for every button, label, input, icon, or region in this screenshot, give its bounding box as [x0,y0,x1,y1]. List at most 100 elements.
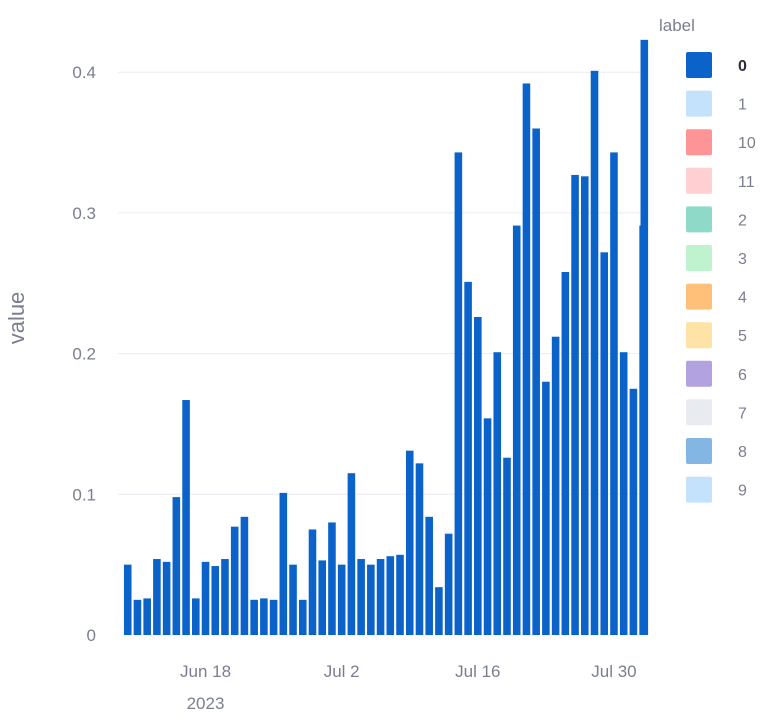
x-axis-ticks: Jun 18 2023 Jul 2 Jul 16 Jul 30 [180,662,637,713]
bar[interactable] [260,598,268,635]
bar[interactable] [444,533,453,635]
bar[interactable] [493,352,502,635]
bar[interactable] [425,516,433,635]
legend-label: 3 [738,251,747,268]
legend-swatch [686,283,712,310]
bar[interactable] [367,564,375,635]
bar[interactable] [376,559,385,635]
legend-swatch [686,167,712,194]
bar[interactable] [201,561,210,635]
bar[interactable] [454,152,463,635]
bar[interactable] [289,564,297,635]
bar[interactable] [405,450,414,635]
legend-swatch [686,360,712,387]
legend-swatch [686,245,712,271]
bar[interactable] [123,564,132,635]
bar[interactable] [133,599,142,635]
bar[interactable] [347,473,356,635]
legend-label: 4 [738,290,747,307]
legend-label: 0 [738,58,747,75]
legend-item-4[interactable]: 4 [686,283,747,310]
bar[interactable] [337,564,346,635]
bar[interactable] [143,598,151,635]
bar[interactable] [396,554,404,635]
bar[interactable] [172,497,181,635]
legend-item-1[interactable]: 1 [686,90,747,117]
legend-item-7[interactable]: 7 [686,399,747,426]
bar[interactable] [512,225,521,635]
y-tick-label: 0.3 [72,204,96,223]
bar[interactable] [464,281,472,635]
legend-swatch [686,438,712,464]
bar[interactable] [600,252,609,636]
legend-item-11[interactable]: 11 [686,167,755,194]
legend-swatch [686,476,712,503]
bar[interactable] [153,559,161,635]
bar[interactable] [240,516,249,635]
legend-title: label [659,16,695,35]
bar[interactable] [192,598,200,635]
legend-label: 5 [738,328,747,345]
legend-item-10[interactable]: 10 [686,129,756,156]
bar[interactable] [619,352,628,635]
bar[interactable] [580,176,589,636]
legend-label: 1 [738,97,747,114]
legend-item-6[interactable]: 6 [686,360,747,387]
y-tick-label: 0 [87,626,96,645]
legend-item-5[interactable]: 5 [686,322,747,349]
legend-label: 11 [738,174,755,191]
legend-swatch [686,399,712,426]
bar[interactable] [230,526,239,635]
bar[interactable] [610,152,618,635]
bar[interactable] [162,561,171,635]
bar[interactable] [629,388,638,635]
bar[interactable] [435,587,443,635]
legend-swatch [686,90,712,117]
bar[interactable] [211,566,220,635]
bar[interactable] [269,599,278,635]
legend-item-2[interactable]: 2 [686,206,747,233]
legend-item-8[interactable]: 8 [686,438,747,464]
bar[interactable] [474,317,482,635]
bar[interactable] [298,599,307,635]
legend-label: 8 [738,444,747,461]
y-axis-title: value [4,292,29,345]
bar[interactable] [551,336,560,635]
legend-item-0[interactable]: 0 [686,52,747,78]
bar[interactable] [279,492,288,635]
bar[interactable] [250,599,258,635]
legend-item-3[interactable]: 3 [686,245,747,271]
legend-label: 6 [738,367,747,384]
legend-swatch [686,52,712,78]
bar[interactable] [522,83,531,636]
legend-item-9[interactable]: 9 [686,476,747,503]
bar[interactable] [221,559,229,635]
bar[interactable] [182,400,190,635]
y-tick-label: 0.1 [72,485,96,504]
bar[interactable] [561,272,570,635]
bar[interactable] [308,529,317,635]
legend-label: 2 [738,212,747,229]
bar[interactable] [532,128,540,635]
bar[interactable] [357,559,365,635]
legend-swatch [686,129,712,156]
x-tick-label: Jul 2 [324,662,360,681]
bar[interactable] [318,560,327,635]
bar[interactable] [640,39,649,636]
bar[interactable] [328,522,336,635]
bar[interactable] [415,463,424,635]
bar[interactable] [542,381,550,635]
x-tick-label: Jun 18 [180,662,231,681]
legend-label: 7 [738,405,747,422]
bar[interactable] [571,174,579,635]
bar[interactable] [386,556,395,635]
x-tick-sublabel: 2023 [187,694,225,713]
x-tick-label: Jul 30 [591,662,636,681]
bar[interactable] [483,418,492,635]
x-tick-label: Jul 16 [455,662,500,681]
bar[interactable] [590,70,599,636]
legend-swatch [686,206,712,233]
bar[interactable] [503,457,511,635]
